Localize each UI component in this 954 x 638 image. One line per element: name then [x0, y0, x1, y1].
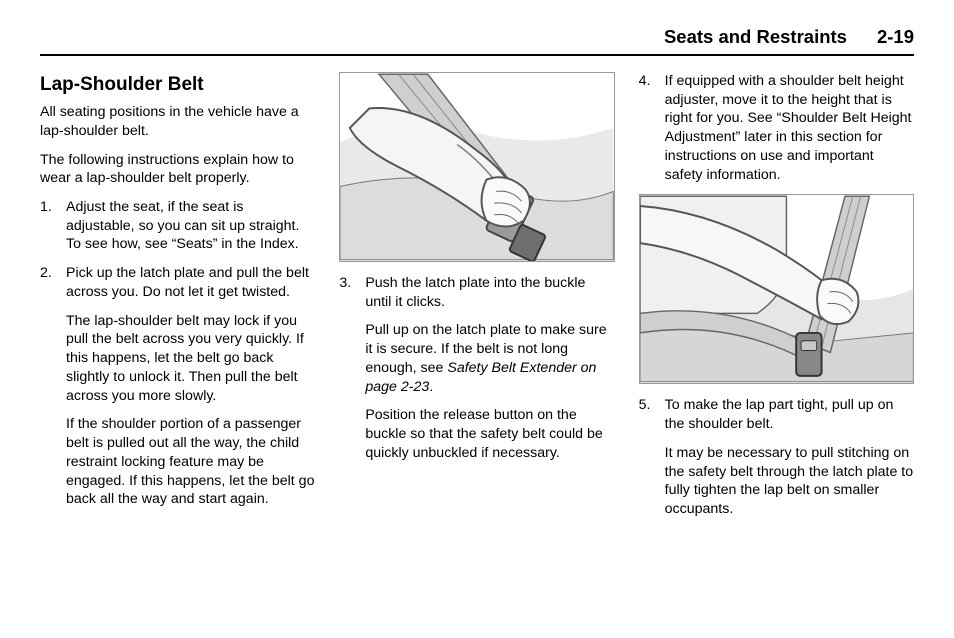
step-text: If the shoulder portion of a passenger b…: [66, 415, 315, 509]
seatbelt-latch-illustration-icon: [340, 73, 613, 261]
step-text: Pick up the latch plate and pull the bel…: [66, 264, 315, 301]
step: 3. Push the latch plate into the buckle …: [339, 274, 614, 463]
step-text: Position the release button on the buckl…: [365, 406, 614, 462]
page-number: 2-19: [877, 26, 914, 48]
step-number: 2.: [40, 264, 52, 283]
seatbelt-tighten-illustration-icon: [640, 195, 913, 383]
column-1: Lap-Shoulder Belt All seating positions …: [40, 72, 315, 529]
manual-page: Seats and Restraints 2-19 Lap-Shoulder B…: [0, 0, 954, 638]
step-text: To make the lap part tight, pull up on t…: [665, 396, 914, 433]
step-number: 3.: [339, 274, 351, 293]
step-number: 5.: [639, 396, 651, 415]
page-header: Seats and Restraints 2-19: [40, 26, 914, 56]
step-text: If equipped with a shoulder belt height …: [665, 72, 914, 184]
step: 1. Adjust the seat, if the seat is adjus…: [40, 198, 315, 254]
step-text: Push the latch plate into the buckle unt…: [365, 274, 614, 311]
figure-latch-plate: [339, 72, 614, 262]
column-3: 4. If equipped with a shoulder belt heig…: [639, 72, 914, 529]
intro-paragraph: The following instructions explain how t…: [40, 151, 315, 188]
intro-paragraph: All seating positions in the vehicle hav…: [40, 103, 315, 140]
step-list: 4. If equipped with a shoulder belt heig…: [639, 72, 914, 184]
three-column-layout: Lap-Shoulder Belt All seating positions …: [40, 72, 914, 529]
step-text: Adjust the seat, if the seat is adjustab…: [66, 198, 315, 254]
step-number: 1.: [40, 198, 52, 217]
step-text: The lap-shoulder belt may lock if you pu…: [66, 312, 315, 406]
step-list: 1. Adjust the seat, if the seat is adjus…: [40, 198, 315, 509]
step: 5. To make the lap part tight, pull up o…: [639, 396, 914, 518]
step: 4. If equipped with a shoulder belt heig…: [639, 72, 914, 184]
step-list: 3. Push the latch plate into the buckle …: [339, 274, 614, 463]
step-list: 5. To make the lap part tight, pull up o…: [639, 396, 914, 518]
step-text: Pull up on the latch plate to make sure …: [365, 321, 614, 396]
step-text-run: .: [429, 379, 433, 395]
subsection-heading: Lap-Shoulder Belt: [40, 72, 315, 97]
step-number: 4.: [639, 72, 651, 91]
section-title: Seats and Restraints: [664, 26, 847, 48]
step-text: It may be necessary to pull stitching on…: [665, 444, 914, 519]
figure-tighten-belt: [639, 194, 914, 384]
column-2: 3. Push the latch plate into the buckle …: [339, 72, 614, 529]
step: 2. Pick up the latch plate and pull the …: [40, 264, 315, 509]
